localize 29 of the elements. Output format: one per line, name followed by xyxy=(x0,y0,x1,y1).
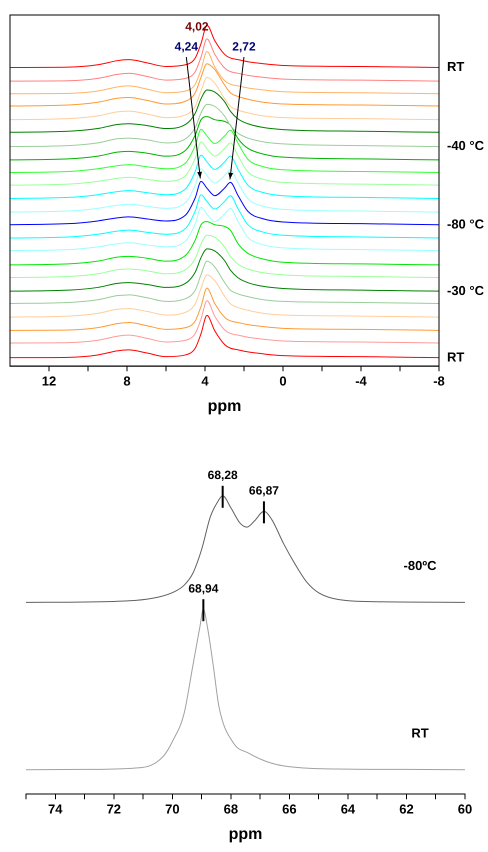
x-tick-label: 70 xyxy=(165,802,180,817)
text: -80ºC xyxy=(404,558,438,573)
x-tick-label: 68 xyxy=(224,802,238,817)
x-tick-label: 12 xyxy=(42,374,56,389)
text: RT xyxy=(411,725,429,740)
x-tick-label: 62 xyxy=(399,802,414,817)
x-tick-label: 8 xyxy=(123,374,131,389)
annotation: 68,94 xyxy=(188,582,219,596)
x-tick-label: -8 xyxy=(433,374,445,389)
x-tick-label: 74 xyxy=(48,802,64,817)
x-tick-label: 4 xyxy=(201,374,210,389)
annotation: 68,28 xyxy=(208,468,238,482)
series-label: RT xyxy=(447,59,464,74)
annotation: 66,87 xyxy=(248,484,280,498)
series-label: -30 °C xyxy=(447,282,485,298)
annotation: 4,02 xyxy=(185,20,209,34)
x-tick-label: -4 xyxy=(355,374,368,389)
x-axis-title: ppm xyxy=(228,826,262,843)
x-tick-label: 72 xyxy=(106,802,122,817)
x-tick-label: 66 xyxy=(282,802,297,817)
x-tick-label: 60 xyxy=(458,802,472,817)
series-label: -40 °C xyxy=(447,138,485,154)
x-tick-label: 64 xyxy=(340,802,356,817)
x-axis-title: ppm xyxy=(208,398,242,415)
x-tick-label: 0 xyxy=(279,374,287,389)
series-label: -80 °C xyxy=(447,216,485,232)
series-label: RT xyxy=(447,349,464,364)
annotation: 4,24 xyxy=(174,39,198,54)
annotation: 2,72 xyxy=(232,39,256,54)
